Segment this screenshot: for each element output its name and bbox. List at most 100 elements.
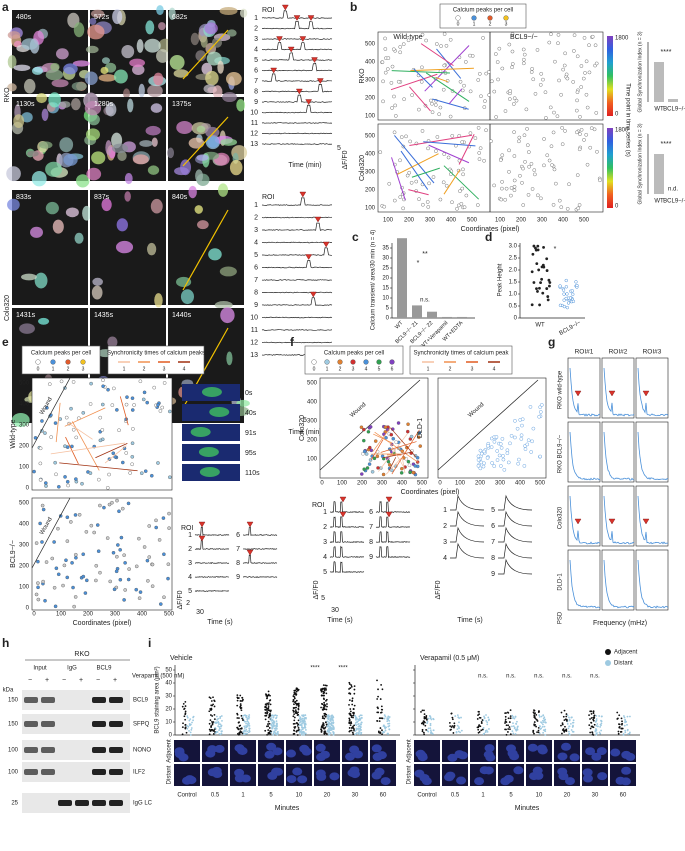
cell-dot xyxy=(71,380,76,384)
point xyxy=(326,729,329,731)
point xyxy=(236,699,239,702)
nucleus xyxy=(292,767,303,776)
cell-dot xyxy=(531,426,536,431)
cell-dot xyxy=(368,445,372,450)
point xyxy=(539,281,542,285)
cell-dot xyxy=(538,454,542,459)
point xyxy=(274,732,277,735)
cell-dot xyxy=(585,162,590,167)
point xyxy=(421,728,424,731)
cell-dot xyxy=(489,139,493,144)
point xyxy=(276,730,279,733)
roi-number: 4 xyxy=(254,239,258,246)
point xyxy=(536,731,539,734)
point xyxy=(534,712,537,715)
cell xyxy=(87,24,105,40)
cell-dot xyxy=(118,577,123,582)
nucleus xyxy=(484,744,495,753)
column-label: Wild-type xyxy=(393,34,422,41)
cell-dot xyxy=(421,202,425,207)
label: 500 xyxy=(19,381,30,387)
cell-dot xyxy=(115,408,119,412)
cell-dot xyxy=(490,461,494,465)
point xyxy=(271,721,274,724)
time-label: 1280s xyxy=(94,101,114,108)
cell xyxy=(90,9,105,18)
cell xyxy=(206,51,222,66)
point xyxy=(600,722,603,725)
cell-dot xyxy=(505,451,510,455)
point xyxy=(299,719,301,722)
point xyxy=(538,715,541,718)
label: 100 xyxy=(365,114,376,120)
cell xyxy=(154,293,163,308)
point xyxy=(350,716,353,719)
point xyxy=(243,725,246,728)
cell xyxy=(30,226,43,238)
cell-dot xyxy=(512,96,517,100)
point xyxy=(507,728,510,730)
roi-number: 8 xyxy=(236,560,240,567)
point xyxy=(189,734,192,736)
cell-dot xyxy=(595,149,599,154)
point xyxy=(245,725,248,727)
cell-dot xyxy=(442,32,447,36)
cell xyxy=(124,191,131,202)
label: Coordinates (pixel) xyxy=(73,620,132,627)
label: ROI xyxy=(181,525,194,532)
point xyxy=(380,705,383,708)
point xyxy=(513,726,516,729)
point xyxy=(301,733,303,736)
roi-number: 8 xyxy=(369,539,373,546)
point xyxy=(538,303,542,307)
legend-box xyxy=(107,345,205,375)
time-label: 1431s xyxy=(16,312,36,319)
label: 1.0 xyxy=(509,292,518,298)
label: 6 xyxy=(391,366,394,372)
cell xyxy=(59,137,74,153)
point xyxy=(595,720,598,723)
roi-number: 8 xyxy=(254,289,258,296)
point xyxy=(478,731,481,733)
blot xyxy=(22,690,130,710)
cell-dot xyxy=(584,59,589,64)
point xyxy=(267,690,270,693)
point xyxy=(303,718,306,720)
cell-dot xyxy=(114,569,119,574)
point xyxy=(387,715,390,718)
cell-dot xyxy=(575,98,579,103)
cell-dot xyxy=(468,131,473,135)
label: 5 xyxy=(321,595,325,602)
label: Verapamil (500 nM) xyxy=(132,674,184,680)
cell xyxy=(75,174,90,188)
point xyxy=(459,731,461,734)
point xyxy=(351,731,354,734)
point xyxy=(358,731,361,733)
cell xyxy=(51,79,69,88)
cell-dot xyxy=(111,451,116,456)
sync-line xyxy=(420,43,454,67)
point xyxy=(323,704,325,707)
point xyxy=(348,683,351,686)
cell-dot xyxy=(567,182,571,187)
label: BCL9 xyxy=(96,666,112,672)
cell-dot xyxy=(101,378,105,382)
point xyxy=(387,725,390,728)
cell-dot xyxy=(429,98,433,103)
cell-dot xyxy=(40,419,44,423)
cell-dot xyxy=(515,426,520,431)
point xyxy=(239,707,242,710)
point xyxy=(423,709,425,712)
cell-dot xyxy=(520,423,524,428)
label: 0 xyxy=(313,366,316,372)
cell xyxy=(180,289,195,305)
point xyxy=(624,729,627,732)
cell-dot xyxy=(547,158,552,163)
point xyxy=(322,722,325,725)
label: 500 xyxy=(365,42,376,48)
time-label: 840s xyxy=(172,194,188,201)
cell-dot xyxy=(65,575,70,580)
label: 0 xyxy=(169,733,173,739)
cell-dot xyxy=(168,409,172,414)
legend-dot xyxy=(503,15,509,21)
